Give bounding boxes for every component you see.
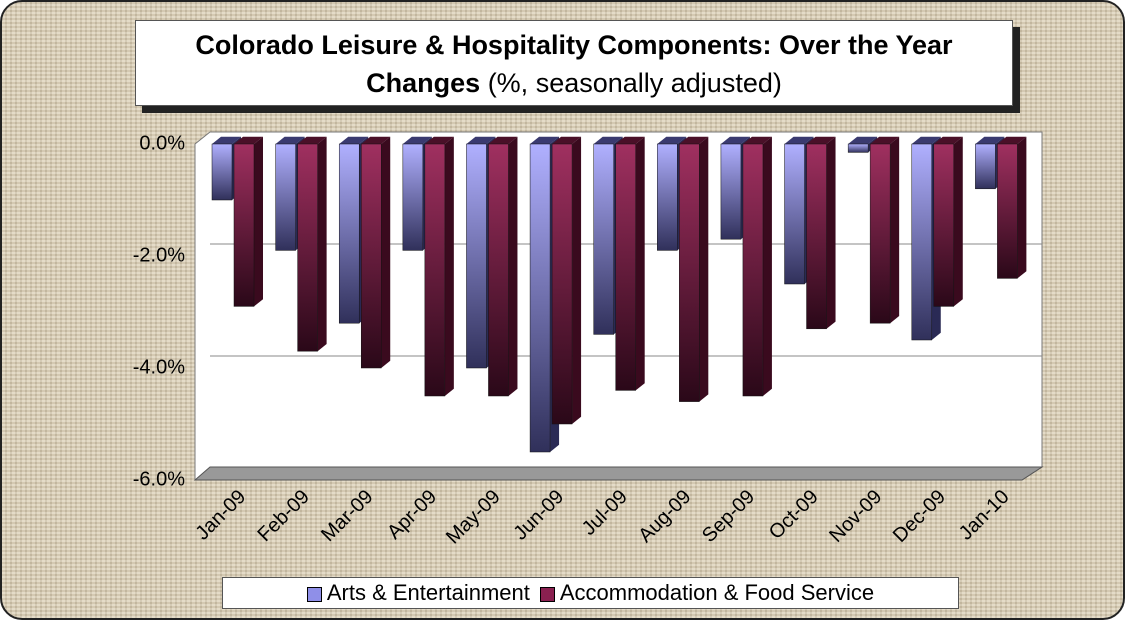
bar-top	[742, 136, 772, 144]
x-tick-label: Jan-10	[955, 486, 1014, 545]
bar-top	[361, 136, 391, 144]
legend-label: Accommodation & Food Service	[559, 580, 875, 605]
bar-top	[488, 136, 518, 144]
bar	[551, 143, 573, 425]
bar-top	[784, 136, 814, 144]
y-tick-label: -2.0%	[133, 244, 185, 266]
bar-side	[572, 136, 582, 425]
legend-label: Arts & Entertainment	[326, 580, 530, 605]
bar	[933, 143, 955, 307]
bar	[975, 143, 996, 190]
legend-swatch	[306, 586, 322, 602]
bar-side	[381, 136, 391, 368]
bar-side	[953, 136, 963, 307]
bar-top	[720, 136, 750, 144]
bar	[424, 143, 446, 397]
bar-top	[275, 136, 305, 144]
x-tick-label: May-09	[442, 486, 505, 549]
x-tick-label: Nov-09	[825, 486, 886, 547]
bar-top	[679, 136, 709, 144]
bar-top	[657, 136, 687, 144]
bar-side	[762, 136, 772, 397]
bar-top	[911, 136, 941, 144]
bar-top	[870, 136, 900, 144]
bar	[466, 143, 487, 369]
bar-top	[466, 136, 496, 144]
bar	[360, 143, 382, 369]
bar-top	[848, 136, 878, 144]
bar	[402, 143, 424, 251]
bar-top	[615, 136, 645, 144]
bar-top	[212, 136, 241, 144]
bar-side	[826, 136, 836, 329]
bar-top	[424, 136, 454, 144]
bar-side	[508, 136, 518, 397]
legend-item: Accommodation & Food Service	[539, 578, 875, 608]
legend-swatch	[539, 586, 555, 602]
bar-top	[234, 136, 263, 144]
bar	[869, 143, 891, 324]
bar-side	[317, 136, 327, 352]
bar	[338, 143, 360, 324]
chart-title: Colorado Leisure & Hospitality Component…	[195, 30, 953, 98]
bar-top	[806, 136, 836, 144]
x-tick-label: Aug-09	[634, 486, 695, 547]
bar-top	[997, 136, 1027, 144]
bar	[488, 143, 509, 397]
x-tick-label: Apr-09	[383, 486, 441, 544]
bar-top	[593, 136, 623, 144]
bar	[784, 143, 805, 285]
bar	[593, 143, 614, 335]
bar	[275, 143, 296, 251]
x-tick-label: Mar-09	[317, 486, 377, 546]
x-tick-label: Jan-09	[191, 486, 250, 545]
bar	[847, 143, 869, 153]
x-tick-label: Jun-09	[510, 486, 569, 545]
y-tick-label: 0.0%	[139, 132, 185, 154]
bar-top	[933, 136, 963, 144]
bar	[679, 143, 700, 402]
bar-side	[699, 136, 709, 402]
x-tick-label: Dec-09	[889, 486, 950, 547]
bar	[997, 143, 1018, 279]
x-tick-label: Sep-09	[698, 486, 759, 547]
x-tick-label: Jul-09	[578, 486, 632, 540]
chart-subtitle: (%, seasonally adjusted)	[487, 68, 782, 98]
bar-top	[552, 136, 582, 144]
bar	[211, 143, 233, 201]
bar-top	[339, 136, 369, 144]
bar-side	[1017, 136, 1027, 279]
x-tick-label: Oct-09	[765, 486, 823, 544]
legend-item: Arts & Entertainment	[306, 578, 530, 608]
bar	[911, 143, 933, 341]
title-box: Colorado Leisure & Hospitality Component…	[135, 20, 1013, 106]
bar	[720, 143, 742, 240]
x-tick-label: Feb-09	[254, 486, 314, 546]
bar	[742, 143, 764, 397]
bar	[615, 143, 636, 391]
bar-side	[635, 136, 645, 391]
bar	[657, 143, 678, 251]
plot-floor	[193, 466, 1044, 481]
bar	[806, 143, 827, 330]
bar-top	[530, 136, 560, 144]
bar	[233, 143, 255, 307]
y-tick-label: -4.0%	[133, 356, 185, 378]
bar-side	[890, 136, 900, 324]
bar-top	[297, 136, 327, 144]
bar	[297, 143, 318, 352]
bar	[529, 143, 551, 453]
bar-side	[444, 136, 454, 397]
legend: Arts & Entertainment Accommodation & Foo…	[222, 577, 959, 609]
bar-top	[402, 136, 432, 144]
bar-side	[254, 136, 263, 307]
y-tick-label: -6.0%	[133, 468, 185, 490]
bar-top	[975, 136, 1005, 144]
